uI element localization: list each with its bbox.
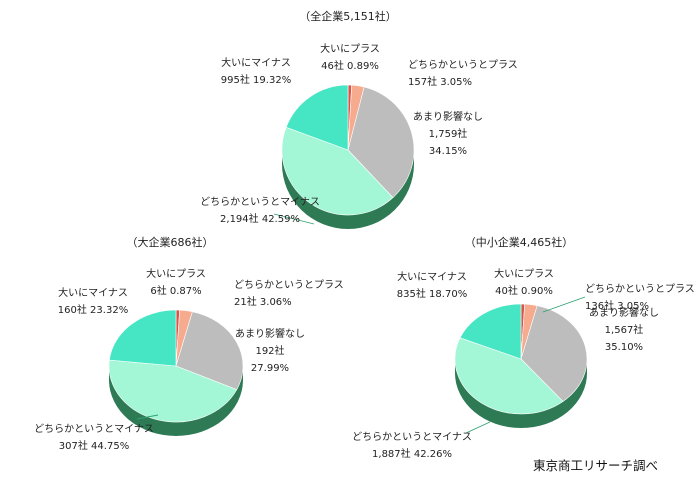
label-value: 995社 19.32% [221, 73, 291, 86]
slice-dochira-minus [281, 126, 394, 216]
slice-amari-eikyou-nashi [520, 305, 588, 402]
pie-rim [109, 366, 243, 436]
slice-oini-minus [109, 309, 177, 367]
label-category: どちらかというとプラス [585, 283, 695, 295]
label-value: 835社 18.70% [397, 287, 467, 300]
label-value: 136社 3.05% [585, 299, 649, 312]
data-label-amari-eikyou-nashi: あまり影響なし 192社 27.99% [235, 327, 305, 374]
data-label-dochira-minus: どちらかというとマイナス 307社 44.75% [34, 423, 154, 452]
label-value: 1,887社 42.26% [372, 447, 452, 460]
label-value: 192社 [255, 344, 284, 357]
slice-oini-minus [285, 84, 349, 151]
label-value: 2,194社 42.59% [220, 212, 300, 225]
data-label-oini-plus: 大いにプラス 46社 0.89% [320, 42, 380, 72]
label-value: 27.99% [251, 363, 289, 374]
data-label-dochira-minus: どちらかというとマイナス 1,887社 42.26% [352, 431, 472, 460]
label-category: どちらかというとプラス [234, 279, 344, 291]
data-label-dochira-plus: どちらかというとプラス 136社 3.05% [585, 283, 695, 312]
label-value: 46社 0.89% [321, 59, 379, 72]
label-category: あまり影響なし [413, 110, 483, 123]
slice-dochira-minus [454, 337, 564, 415]
label-category: あまり影響なし [235, 327, 305, 340]
slice-dochira-minus [108, 359, 238, 423]
label-category: 大いにプラス [320, 42, 380, 55]
label-value: 21社 3.06% [234, 295, 292, 308]
label-value: 1,567社 [605, 323, 644, 336]
label-value: 157社 3.05% [408, 75, 472, 88]
label-value: 34.15% [429, 146, 467, 157]
data-label-amari-eikyou-nashi: あまり影響なし 1,759社 34.15% [413, 110, 483, 157]
label-category: 大いにプラス [494, 267, 554, 280]
data-label-amari-eikyou-nashi: あまり影響なし 1,567社 35.10% [589, 306, 659, 353]
leader-line-dochira-minus [465, 421, 491, 434]
charts-group: （全企業5,151社） 大いにプラス 46社 0.89% どちらかというとプラス 157… [34, 9, 695, 460]
leader-line-dochira-plus [542, 296, 586, 313]
label-category: あまり影響なし [589, 306, 659, 319]
label-category: 大いにマイナス [221, 56, 291, 69]
data-label-oini-minus: 大いにマイナス 160社 23.32% [58, 286, 128, 316]
chart-title: （全企業5,151社） [299, 9, 397, 23]
label-value: 307社 44.75% [59, 439, 129, 452]
label-category: どちらかというとマイナス [200, 196, 320, 208]
data-label-dochira-minus: どちらかというとマイナス 2,194社 42.59% [200, 196, 320, 225]
label-value: 160社 23.32% [58, 303, 128, 316]
leader-line-dochira-minus [273, 213, 315, 225]
data-label-oini-minus: 大いにマイナス 995社 19.32% [221, 56, 291, 86]
pie-chart-3: （中小企業4,465社） 大いにプラス 40社 0.90% どちらかというとプラス 13… [352, 235, 695, 460]
pie-rim [282, 150, 414, 229]
label-value: 1,759社 [429, 127, 468, 140]
label-category: 大いにプラス [146, 267, 206, 280]
label-value: 6社 0.87% [150, 284, 201, 297]
slice-oini-minus [459, 303, 522, 360]
pie-rim [455, 359, 587, 428]
label-category: 大いにマイナス [58, 286, 128, 299]
data-label-dochira-plus: どちらかというとプラス 21社 3.06% [234, 279, 344, 308]
label-category: 大いにマイナス [397, 270, 467, 283]
source-credit: 東京商工リサーチ調べ [533, 458, 658, 473]
slice-amari-eikyou-nashi [347, 86, 415, 199]
data-label-oini-plus: 大いにプラス 40社 0.90% [494, 267, 554, 297]
leader-line-dochira-minus [136, 414, 159, 420]
label-value: 40社 0.90% [495, 284, 553, 297]
label-category: どちらかというとプラス [408, 59, 518, 71]
data-label-dochira-plus: どちらかというとプラス 157社 3.05% [408, 59, 518, 88]
chart-title: （大企業686社） [127, 235, 214, 249]
chart-title: （中小企業4,465社） [465, 235, 574, 249]
pie-chart-2: （大企業686社） 大いにプラス 6社 0.87% どちらかというとプラス 21社 3.… [34, 235, 344, 452]
data-label-oini-plus: 大いにプラス 6社 0.87% [146, 267, 206, 297]
label-value: 35.10% [605, 342, 643, 353]
slice-amari-eikyou-nashi [175, 311, 244, 390]
label-category: どちらかというとマイナス [352, 431, 472, 443]
data-label-oini-minus: 大いにマイナス 835社 18.70% [397, 270, 467, 300]
pie-chart-1: （全企業5,151社） 大いにプラス 46社 0.89% どちらかというとプラス 157… [200, 9, 518, 229]
label-category: どちらかというとマイナス [34, 423, 154, 435]
